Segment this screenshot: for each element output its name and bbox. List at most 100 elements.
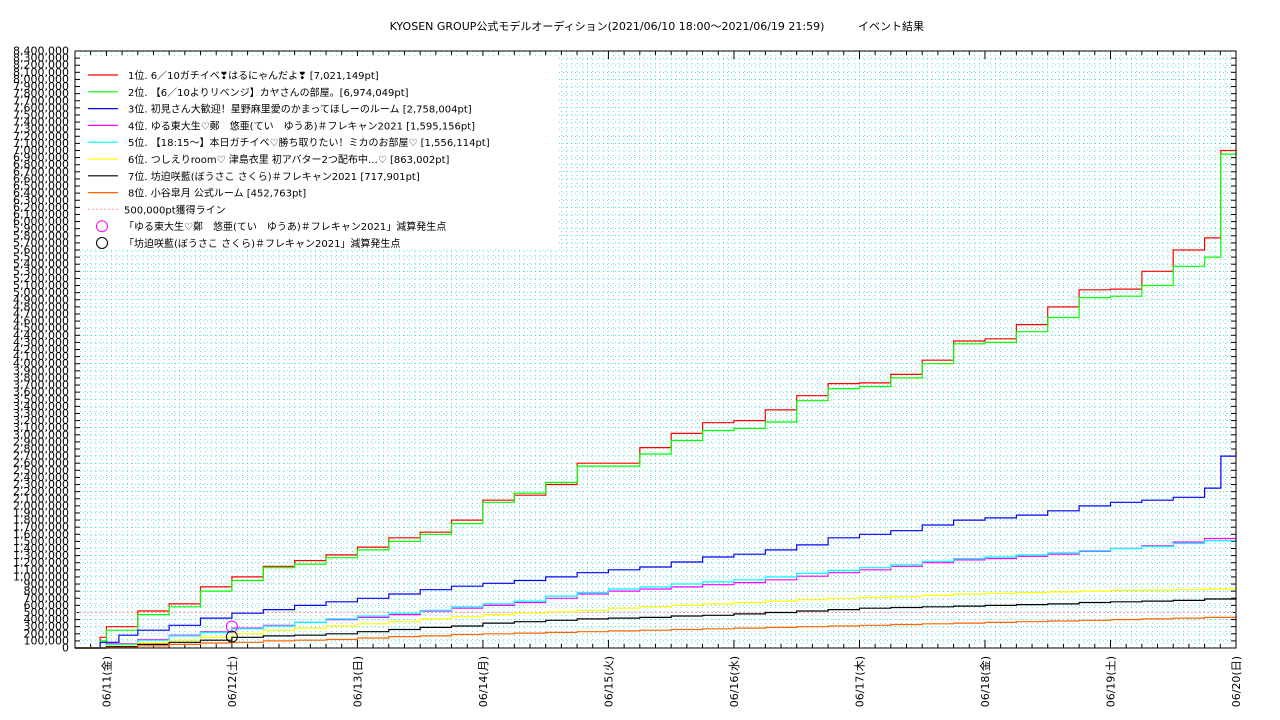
y-tick-label: 7,000,000 (13, 144, 69, 157)
y-tick-label: 2,100,000 (13, 492, 69, 505)
chart-subtitle: イベント結果 (858, 19, 924, 33)
x-tick-label: 06/17(木) (853, 656, 866, 707)
y-tick-label: 1,300,000 (13, 549, 69, 562)
series-line-rank-7 (75, 597, 1237, 649)
y-tick-label: 7,400,000 (13, 116, 69, 129)
y-tick-label: 8,300,000 (13, 52, 69, 65)
y-tick-label: 6,800,000 (13, 158, 69, 171)
y-tick-label: 5,200,000 (13, 272, 69, 285)
y-tick-label: 8,200,000 (13, 59, 69, 72)
y-tick-label: 4,400,000 (13, 329, 69, 342)
y-tick-label: 7,300,000 (13, 123, 69, 136)
y-tick-label: 3,700,000 (13, 379, 69, 392)
y-tick-label: 8,000,000 (13, 73, 69, 86)
y-tick-label: 1,600,000 (13, 528, 69, 541)
y-tick-label: 1,700,000 (13, 521, 69, 534)
y-tick-label: 200,000 (24, 627, 70, 640)
x-tick-label: 06/13(日) (351, 656, 364, 707)
y-axis: 0100,000200,000300,000400,000500,000600,… (13, 45, 1236, 655)
y-tick-label: 1,800,000 (13, 514, 69, 527)
y-tick-label: 6,500,000 (13, 180, 69, 193)
y-tick-label: 5,300,000 (13, 265, 69, 278)
y-tick-label: 4,100,000 (13, 350, 69, 363)
legend-label-threshold: 500,000pt獲得ライン (124, 203, 226, 216)
y-tick-label: 4,000,000 (13, 357, 69, 370)
x-tick-label: 06/18(金) (978, 656, 992, 707)
y-tick-label: 5,700,000 (13, 236, 69, 249)
grid (74, 50, 1237, 649)
y-tick-label: 0 (62, 642, 69, 655)
y-tick-label: 700,000 (24, 592, 70, 605)
y-tick-label: 1,100,000 (13, 563, 69, 576)
y-tick-label: 2,700,000 (13, 450, 69, 463)
y-tick-label: 7,100,000 (13, 137, 69, 150)
y-tick-label: 7,700,000 (13, 94, 69, 107)
y-tick-label: 3,200,000 (13, 414, 69, 427)
y-tick-label: 6,100,000 (13, 208, 69, 221)
y-tick-label: 2,500,000 (13, 464, 69, 477)
y-tick-label: 600,000 (24, 599, 70, 612)
y-tick-label: 7,200,000 (13, 130, 69, 143)
y-tick-label: 3,900,000 (13, 364, 69, 377)
y-tick-label: 6,200,000 (13, 201, 69, 214)
legend-label-marker: 「坊迫咲藍(ぼうさこ さくら)＃フレキャン2021」減算発生点 (124, 237, 400, 250)
deduction-point-marker-1 (225, 620, 238, 633)
y-tick-label: 1,400,000 (13, 542, 69, 555)
y-tick-label: 5,900,000 (13, 222, 69, 235)
y-tick-label: 7,600,000 (13, 101, 69, 114)
y-tick-label: 500,000 (24, 606, 70, 619)
y-tick-label: 4,800,000 (13, 300, 69, 313)
y-tick-label: 1,000,000 (13, 570, 69, 583)
x-tick-label: 06/20(日) (1230, 656, 1243, 707)
series-line-rank-5 (75, 537, 1237, 649)
y-tick-label: 800,000 (24, 585, 70, 598)
series-lines (75, 149, 1237, 649)
y-tick-label: 2,900,000 (13, 435, 69, 448)
legend-label: 1位. 6／10ガチイベ❣はるにゃんだよ❣ [7,021,149pt] (128, 69, 379, 82)
y-tick-label: 1,200,000 (13, 556, 69, 569)
y-tick-label: 2,000,000 (13, 499, 69, 512)
y-tick-label: 4,700,000 (13, 307, 69, 320)
y-tick-label: 7,500,000 (13, 108, 69, 121)
y-tick-label: 6,600,000 (13, 172, 69, 185)
markers (225, 620, 238, 643)
y-tick-label: 2,600,000 (13, 457, 69, 470)
y-tick-label: 6,300,000 (13, 194, 69, 207)
legend-label: 4位. ゆる東大生♡鄭 悠亜(てい ゆうあ)＃フレキャン2021 [1,595,… (128, 119, 475, 132)
x-tick-label: 06/19(土) (1104, 656, 1117, 707)
legend-marker-swatch (96, 220, 108, 233)
y-tick-label: 3,000,000 (13, 428, 69, 441)
y-tick-label: 3,500,000 (13, 393, 69, 406)
y-tick-label: 5,500,000 (13, 251, 69, 264)
x-tick-label: 06/14(月) (477, 656, 490, 707)
y-tick-label: 5,400,000 (13, 258, 69, 271)
y-tick-label: 5,800,000 (13, 229, 69, 242)
y-tick-label: 4,200,000 (13, 343, 69, 356)
y-tick-label: 4,500,000 (13, 322, 69, 335)
legend-label: 8位. 小谷皐月 公式ルーム [452,763pt] (128, 187, 306, 200)
series-line-rank-3 (75, 452, 1237, 649)
x-tick-label: 06/16(水) (728, 656, 741, 707)
y-tick-label: 3,800,000 (13, 371, 69, 384)
y-tick-label: 6,000,000 (13, 215, 69, 228)
y-tick-label: 2,800,000 (13, 443, 69, 456)
legend-label: 7位. 坊迫咲藍(ぼうさこ さくら)＃フレキャン2021 [717,901pt] (128, 170, 420, 183)
y-tick-label: 6,400,000 (13, 187, 69, 200)
y-tick-label: 5,600,000 (13, 244, 69, 257)
y-tick-label: 4,300,000 (13, 336, 69, 349)
series-line-rank-8 (75, 615, 1237, 649)
y-tick-label: 400,000 (24, 613, 70, 626)
x-tick-label: 06/15(火) (602, 656, 615, 707)
series-line-rank-6 (75, 586, 1237, 649)
y-tick-label: 5,100,000 (13, 279, 69, 292)
y-tick-label: 5,000,000 (13, 286, 69, 299)
y-tick-label: 7,800,000 (13, 87, 69, 100)
y-tick-label: 3,100,000 (13, 421, 69, 434)
y-tick-label: 100,000 (24, 634, 70, 647)
legend: 1位. 6／10ガチイベ❣はるにゃんだよ❣ [7,021,149pt] 2位. 【… (80, 56, 557, 250)
y-tick-label: 2,200,000 (13, 485, 69, 498)
legend-label: 3位. 初見さん大歓迎！星野麻里愛のかまってほしーのルーム [2,758,004… (128, 103, 472, 116)
y-tick-label: 2,300,000 (13, 478, 69, 491)
y-tick-label: 8,100,000 (13, 66, 69, 79)
